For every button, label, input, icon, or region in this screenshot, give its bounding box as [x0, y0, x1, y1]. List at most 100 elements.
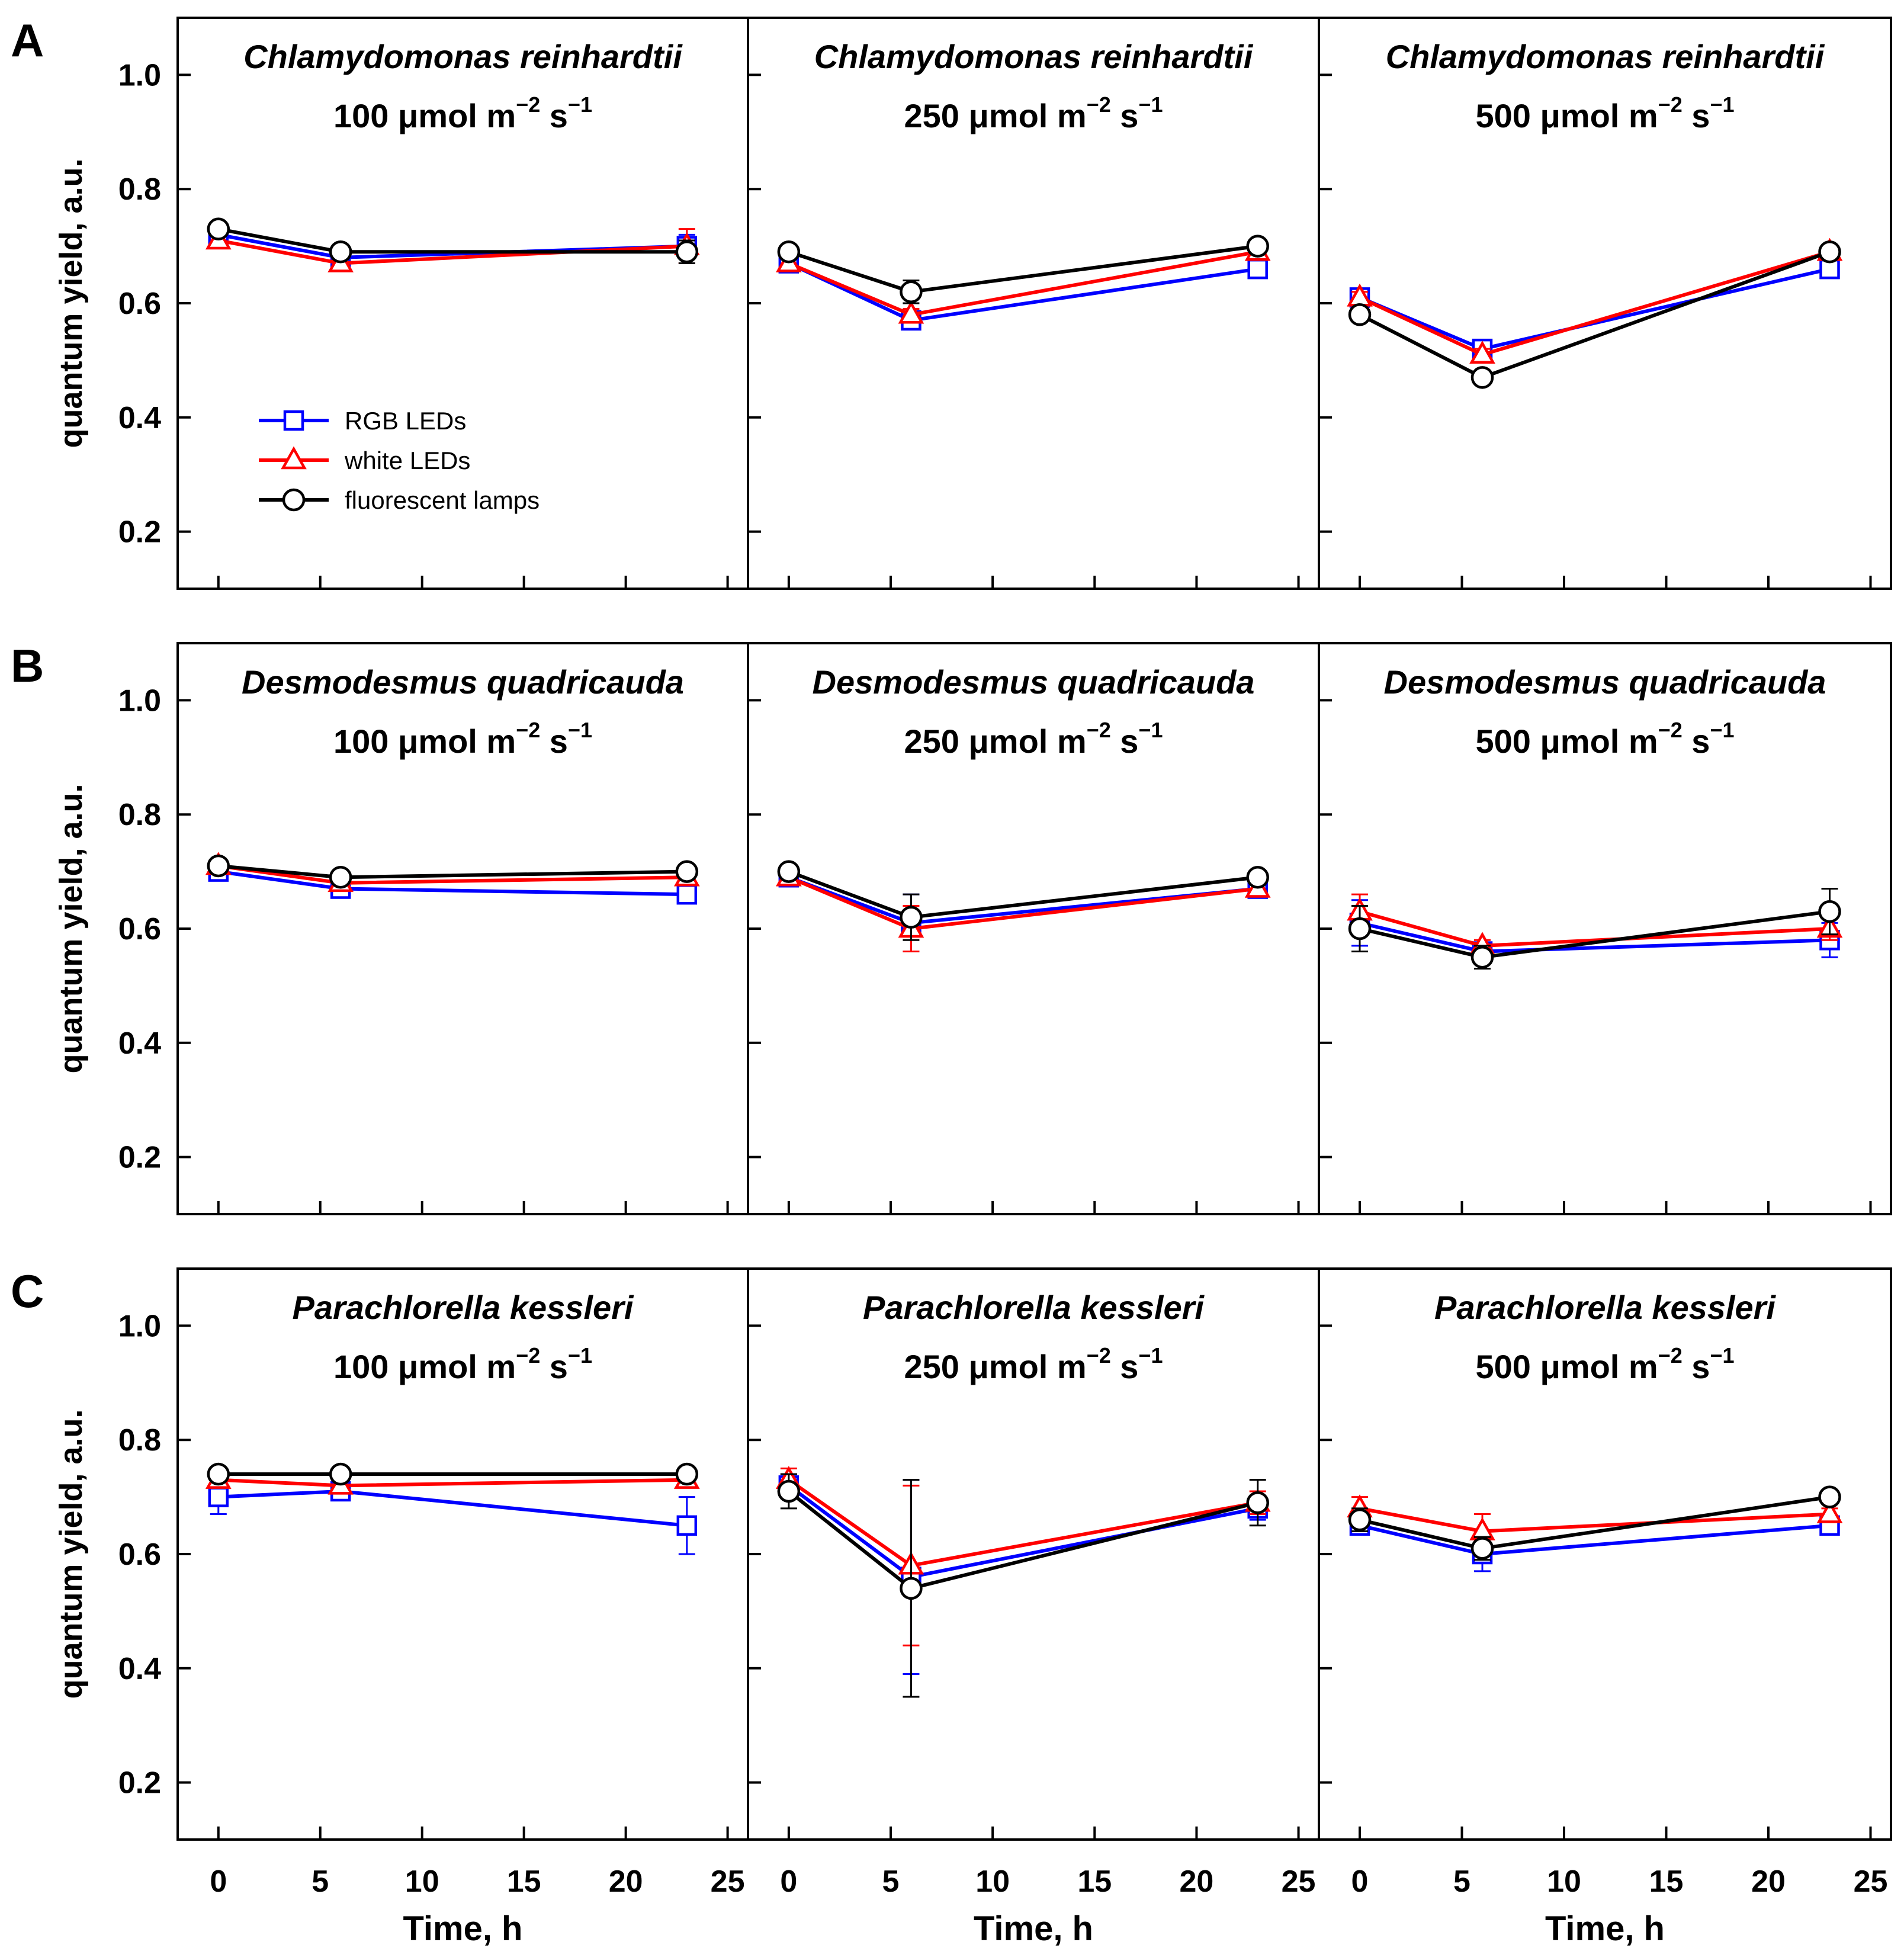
species-title: Desmodesmus quadricauda [813, 663, 1255, 701]
data-point [900, 906, 923, 929]
data-point [207, 217, 230, 240]
legend-label: white LEDs [344, 447, 470, 474]
data-point [1818, 900, 1841, 923]
species-title: Parachlorella kessleri [863, 1289, 1205, 1326]
panel-A-500: Chlamydomonas reinhardtii 500 μmol m−2 s−… [1318, 17, 1892, 590]
data-point [675, 240, 699, 264]
species-title: Desmodesmus quadricauda [242, 663, 684, 701]
series-line [1359, 1506, 1830, 1533]
y-axis-label-C: quantum yield, a.u. [53, 1409, 89, 1699]
data-point [777, 860, 801, 883]
data-point [208, 1487, 229, 1507]
irradiance-title: 500 μmol m−2 s−1 [1476, 1343, 1735, 1385]
x-tick-label: 5 [882, 1864, 900, 1899]
data-point [1246, 235, 1269, 258]
irradiance-title: 250 μmol m−2 s−1 [904, 718, 1163, 760]
series-white-leds [205, 1466, 700, 1495]
x-tick-label: 15 [1649, 1864, 1684, 1899]
series-line [1359, 250, 1831, 357]
x-tick-label: 0 [210, 1864, 227, 1899]
x-tick-label: 10 [405, 1864, 439, 1899]
y-tick-label: 0.8 [118, 1423, 161, 1458]
series-white-leds [776, 1466, 1271, 1646]
panel-C-500: Parachlorella kessleri 500 μmol m−2 s−1 0 5… [1318, 1267, 1892, 1948]
data-point [329, 240, 352, 264]
series-line [1359, 1523, 1830, 1556]
series-fluorescent-lamps [1348, 1485, 1841, 1561]
series-fluorescent-lamps [777, 860, 1269, 941]
series-fluorescent-lamps [207, 217, 699, 265]
series-fluorescent-lamps [1348, 888, 1841, 970]
data-point [1470, 366, 1494, 389]
x-tick-label: 10 [1547, 1864, 1581, 1899]
series-rgb-leds [208, 861, 698, 905]
x-tick-label: 0 [1351, 1864, 1369, 1899]
y-axis-label-B: quantum yield, a.u. [53, 784, 89, 1073]
legend-marker [282, 488, 306, 512]
data-point [900, 280, 923, 303]
x-tick-label: 15 [507, 1864, 541, 1899]
y-tick-label: 1.0 [118, 58, 161, 92]
y-tick-label: 1.0 [118, 683, 161, 718]
legend: RGB LEDs white LEDs fluorescent lamps [259, 407, 540, 514]
series-rgb-leds [208, 224, 698, 268]
panel-B-500: Desmodesmus quadricauda 500 μmol m−2 s−1 [1318, 642, 1892, 1215]
y-tick-label: 0.6 [118, 912, 161, 946]
x-axis-label: Time, h [403, 1909, 523, 1948]
series-rgb-leds [208, 1479, 698, 1555]
data-point [207, 1462, 230, 1486]
y-axis-label-A: quantum yield, a.u. [53, 158, 89, 448]
irradiance-title: 100 μmol m−2 s−1 [333, 718, 592, 760]
irradiance-title: 500 μmol m−2 s−1 [1476, 718, 1735, 760]
x-tick-label: 25 [1282, 1864, 1316, 1899]
x-tick-label: 25 [1854, 1864, 1888, 1899]
data-point [1470, 1537, 1494, 1560]
x-tick-label: 15 [1077, 1864, 1112, 1899]
data-point [1818, 1485, 1841, 1508]
species-title: Chlamydomonas reinhardtii [243, 38, 683, 75]
panel-B-250: Desmodesmus quadricauda 250 μmol m−2 s−1 [747, 642, 1320, 1215]
x-tick-label: 20 [1751, 1864, 1786, 1899]
data-point [675, 1462, 699, 1486]
series-rgb-leds [778, 866, 1268, 953]
y-tick-label: 0.8 [118, 172, 161, 207]
data-point [675, 860, 699, 883]
data-point [329, 865, 352, 889]
species-title: Parachlorella kessleri [293, 1289, 634, 1326]
series-white-leds [205, 226, 700, 272]
series-white-leds [776, 863, 1271, 953]
x-tick-label: 10 [975, 1864, 1010, 1899]
y-tick-label: 0.2 [118, 1766, 161, 1800]
panel-B-100: Desmodesmus quadricauda 100 μmol m−2 s−1 [176, 642, 749, 1215]
series-line [1359, 250, 1831, 380]
data-point [898, 300, 924, 324]
series-rgb-leds [778, 1473, 1268, 1675]
data-point [1469, 341, 1495, 364]
panel-letter-A: A [11, 14, 44, 66]
series-line [1359, 910, 1830, 959]
y-tick-label: 0.6 [118, 1537, 161, 1572]
series-fluorescent-lamps [207, 854, 699, 889]
series-line [1359, 921, 1830, 954]
panel-letter-C: C [11, 1265, 44, 1317]
series-white-leds [1347, 237, 1843, 364]
data-point [1348, 917, 1372, 941]
series-fluorescent-lamps [1348, 240, 1841, 389]
y-tick-label: 0.4 [118, 1026, 161, 1061]
data-point [1470, 945, 1494, 969]
irradiance-title: 250 μmol m−2 s−1 [904, 92, 1163, 134]
y-tick-label: 0.4 [118, 401, 161, 435]
series-fluorescent-lamps [777, 1473, 1269, 1698]
data-point [1348, 303, 1372, 326]
panel-C-250: Parachlorella kessleri 250 μmol m−2 s−1 0 5… [747, 1267, 1320, 1948]
series-line [218, 1478, 687, 1488]
x-axis-label: Time, h [1545, 1909, 1665, 1948]
data-point [1246, 1491, 1269, 1514]
x-tick-label: 20 [1180, 1864, 1214, 1899]
legend-marker [281, 446, 307, 470]
data-point [329, 1462, 352, 1486]
data-point [676, 884, 698, 905]
species-title: Parachlorella kessleri [1434, 1289, 1776, 1326]
data-point [1348, 1508, 1372, 1532]
